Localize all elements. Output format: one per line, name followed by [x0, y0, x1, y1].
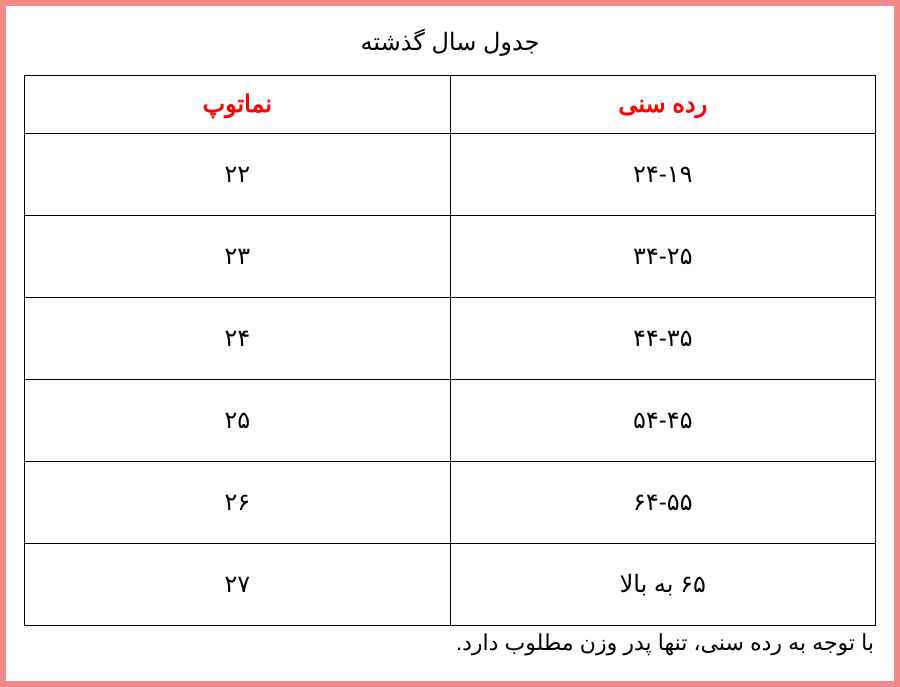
table-title: جدول سال گذشته [24, 28, 876, 57]
table-cell: ۴۴-۳۵ [450, 298, 876, 380]
table-cell: ۲۶ [25, 462, 451, 544]
table-row: ۲۶ ۶۴-۵۵ [25, 462, 876, 544]
table-cell: ۳۴-۲۵ [450, 216, 876, 298]
table-cell: ۲۴ [25, 298, 451, 380]
table-cell: ۲۳ [25, 216, 451, 298]
table-cell: ۲۷ [25, 544, 451, 626]
table-row: ۲۳ ۳۴-۲۵ [25, 216, 876, 298]
table-row: ۲۵ ۵۴-۴۵ [25, 380, 876, 462]
table-row: ۲۷ ۶۵ به بالا [25, 544, 876, 626]
data-table: نماتوپ رده سنی ۲۲ ۲۴-۱۹ ۲۳ ۳۴-۲۵ ۲۴ ۴۴-۳… [24, 75, 876, 626]
table-cell: ۶۴-۵۵ [450, 462, 876, 544]
table-caption: با توجه به رده سنی، تنها پدر وزن مطلوب د… [24, 630, 876, 656]
table-cell: ۲۲ [25, 134, 451, 216]
table-cell: ۵۴-۴۵ [450, 380, 876, 462]
column-header-right: رده سنی [450, 76, 876, 134]
column-header-left: نماتوپ [25, 76, 451, 134]
table-header-row: نماتوپ رده سنی [25, 76, 876, 134]
table-cell: ۶۵ به بالا [450, 544, 876, 626]
table-cell: ۲۵ [25, 380, 451, 462]
table-row: ۲۴ ۴۴-۳۵ [25, 298, 876, 380]
table-cell: ۲۴-۱۹ [450, 134, 876, 216]
table-row: ۲۲ ۲۴-۱۹ [25, 134, 876, 216]
document-frame: جدول سال گذشته نماتوپ رده سنی ۲۲ ۲۴-۱۹ ۲… [0, 0, 900, 687]
